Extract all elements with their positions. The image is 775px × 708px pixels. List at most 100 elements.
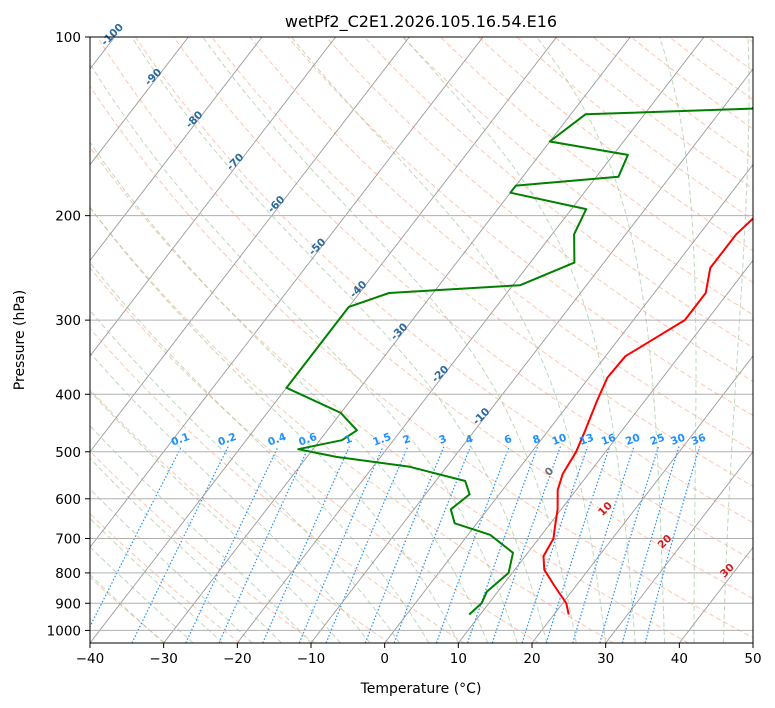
moist-adiabat [658, 37, 697, 643]
y-tick-label: 200 [55, 209, 81, 225]
mixing-ratio-line [131, 446, 229, 643]
mixing-ratio-line [185, 446, 279, 643]
mixing-ratio-label: 25 [649, 432, 667, 448]
dry-adiabat [90, 513, 241, 643]
y-tick-label: 400 [55, 387, 81, 403]
mixing-ratio-label: 6 [503, 433, 514, 447]
x-tick-label: 0 [380, 651, 389, 667]
isotherm [457, 259, 753, 643]
chart-title: wetPf2_C2E1.2026.105.16.54.E16 [285, 12, 557, 32]
x-tick-label: −10 [297, 651, 326, 667]
series-lines [285, 106, 753, 616]
mixing-ratio-label: 20 [624, 432, 642, 448]
x-tick-label: 40 [671, 651, 688, 667]
mixing-ratio-line [572, 446, 635, 643]
mixing-ratio-label: 16 [600, 432, 618, 448]
isotherm [310, 68, 753, 643]
axes-ticks: −40 −30 −20 −10 0 10 20 30 40 5010020030040050060… [47, 30, 762, 667]
y-tick-label: 800 [55, 566, 81, 582]
dry-adiabat [90, 388, 390, 643]
mixing-ratio-line [621, 446, 680, 643]
mixing-ratio-line [364, 446, 445, 643]
isotherm [605, 450, 753, 643]
dry-adiabat [90, 267, 540, 643]
isotherm [90, 37, 189, 166]
isotherm [163, 37, 631, 643]
x-axis-label: Temperature (°C) [360, 681, 482, 697]
dry-adiabat [135, 37, 753, 561]
moist-adiabat [90, 390, 341, 643]
mixing-ratio-label: 0.1 [170, 431, 192, 449]
moist-adiabat [90, 62, 518, 643]
dewpoint-profile [285, 106, 753, 616]
mixing-ratio-line [435, 446, 510, 643]
mixing-ratio-label: 0.4 [266, 431, 288, 449]
mixing-ratio-label: 0.2 [216, 431, 238, 449]
isotherm [384, 163, 753, 643]
plot-frame [89, 36, 754, 644]
dry-adiabat [90, 85, 753, 639]
dry-adiabat [90, 450, 315, 643]
y-tick-label: 100 [55, 30, 81, 46]
mixing-ratio-line [491, 446, 561, 643]
mixing-ratio-label: 1.5 [371, 431, 393, 449]
mixing-ratio-line [298, 446, 384, 643]
mixing-ratio-label: 1 [343, 433, 354, 447]
dry-adiabat [90, 146, 689, 643]
y-tick-label: 1000 [47, 623, 81, 639]
x-tick-label: 30 [597, 651, 614, 667]
moist-adiabat [723, 37, 750, 643]
mixing-ratio-label: 10 [550, 432, 568, 448]
dry-adiabat [440, 37, 753, 284]
dry-adiabat [90, 206, 614, 643]
moist-adiabat [536, 37, 666, 643]
mixing-ratio-line [218, 446, 310, 643]
moist-adiabat [291, 37, 607, 643]
mixing-ratio-line [644, 446, 701, 643]
dry-adiabat [96, 37, 753, 600]
isotherm [90, 37, 263, 262]
mixing-ratio-label: 36 [690, 432, 708, 448]
mixing-ratio-line [545, 446, 611, 643]
temperature-profile [542, 217, 753, 615]
mixing-ratio-label: 4 [464, 433, 475, 447]
dry-adiabat [402, 37, 753, 316]
dry-adiabat [249, 37, 753, 452]
mixing-ratio-line [599, 446, 660, 643]
mixing-ratio-line [466, 446, 539, 643]
x-tick-label: 50 [744, 651, 761, 667]
grid-lines [90, 37, 753, 643]
x-tick-label: −20 [223, 651, 252, 667]
mixing-ratio-line [262, 446, 350, 643]
moist-adiabat [403, 37, 636, 643]
mixing-ratio-label: 2 [401, 433, 412, 447]
moist-adiabat [90, 141, 489, 643]
x-tick-label: 20 [523, 651, 540, 667]
moist-adiabat [90, 261, 430, 643]
mixing-ratio-line [325, 446, 409, 643]
y-tick-label: 300 [55, 313, 81, 329]
x-tick-label: −30 [149, 651, 178, 667]
mixing-ratio-label: 8 [531, 433, 542, 447]
y-tick-label: 700 [55, 532, 81, 548]
mixing-ratio-label: 30 [669, 432, 687, 448]
plot-area [90, 37, 753, 643]
isotherm [236, 37, 705, 643]
isotherm [90, 37, 484, 549]
mixing-ratio-line [521, 446, 589, 643]
y-tick-label: 500 [55, 445, 81, 461]
mixing-ratio-label: 3 [437, 433, 448, 447]
isotherm [531, 355, 753, 643]
y-tick-label: 900 [55, 596, 81, 612]
moist-adiabat [90, 309, 400, 643]
y-tick-label: 600 [55, 492, 81, 508]
mixing-ratio-label: 0.6 [297, 431, 319, 449]
moist-adiabat [202, 37, 577, 643]
y-axis-label: Pressure (hPa) [12, 290, 28, 390]
mixing-ratio-label: 13 [578, 432, 596, 448]
isotherm [90, 37, 336, 357]
dry-adiabat [173, 37, 753, 524]
x-tick-label: −40 [76, 651, 105, 667]
dry-adiabat [287, 37, 753, 417]
